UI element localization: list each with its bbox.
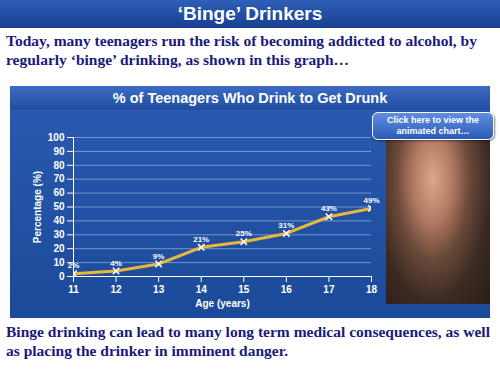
svg-text:80: 80 — [53, 160, 65, 171]
svg-text:43%: 43% — [321, 204, 337, 213]
svg-text:10: 10 — [53, 257, 65, 268]
svg-text:18: 18 — [366, 284, 378, 295]
svg-text:17: 17 — [323, 284, 335, 295]
svg-text:13: 13 — [153, 284, 165, 295]
svg-text:2%: 2% — [68, 261, 80, 270]
svg-text:70: 70 — [53, 173, 65, 184]
svg-text:Percentage (%): Percentage (%) — [32, 171, 43, 243]
svg-text:49%: 49% — [363, 196, 379, 205]
html-text:Click here to view the animate: Click here to view the animated chart… — [387, 115, 479, 136]
svg-text:12: 12 — [111, 284, 123, 295]
html-text:Today, many teenagers run the: Today, many teenagers run the risk of be… — [6, 32, 477, 68]
svg-text:100: 100 — [48, 132, 65, 143]
svg-text:Age (years): Age (years) — [195, 298, 249, 309]
svg-text:0: 0 — [59, 271, 65, 282]
svg-text:21%: 21% — [193, 235, 209, 244]
svg-text:14: 14 — [196, 284, 208, 295]
svg-text:31%: 31% — [278, 221, 294, 230]
svg-text:50: 50 — [53, 201, 65, 212]
svg-text:25%: 25% — [236, 229, 252, 238]
svg-text:20: 20 — [53, 243, 65, 254]
svg-text:9%: 9% — [153, 252, 165, 261]
svg-text:4%: 4% — [110, 259, 122, 268]
svg-text:15: 15 — [238, 284, 250, 295]
html-text:Binge drinking can lead to man: Binge drinking can lead to many long ter… — [6, 323, 490, 359]
svg-text:30: 30 — [53, 229, 65, 240]
svg-text:60: 60 — [53, 187, 65, 198]
html-text:% of Teenagers Who Drink to Ge: % of Teenagers Who Drink to Get Drunk — [112, 90, 388, 106]
html-text:‘Binge’ Drinkers: ‘Binge’ Drinkers — [177, 3, 323, 24]
svg-text:16: 16 — [281, 284, 293, 295]
svg-text:40: 40 — [53, 215, 65, 226]
svg-text:90: 90 — [53, 146, 65, 157]
svg-text:11: 11 — [68, 284, 79, 295]
